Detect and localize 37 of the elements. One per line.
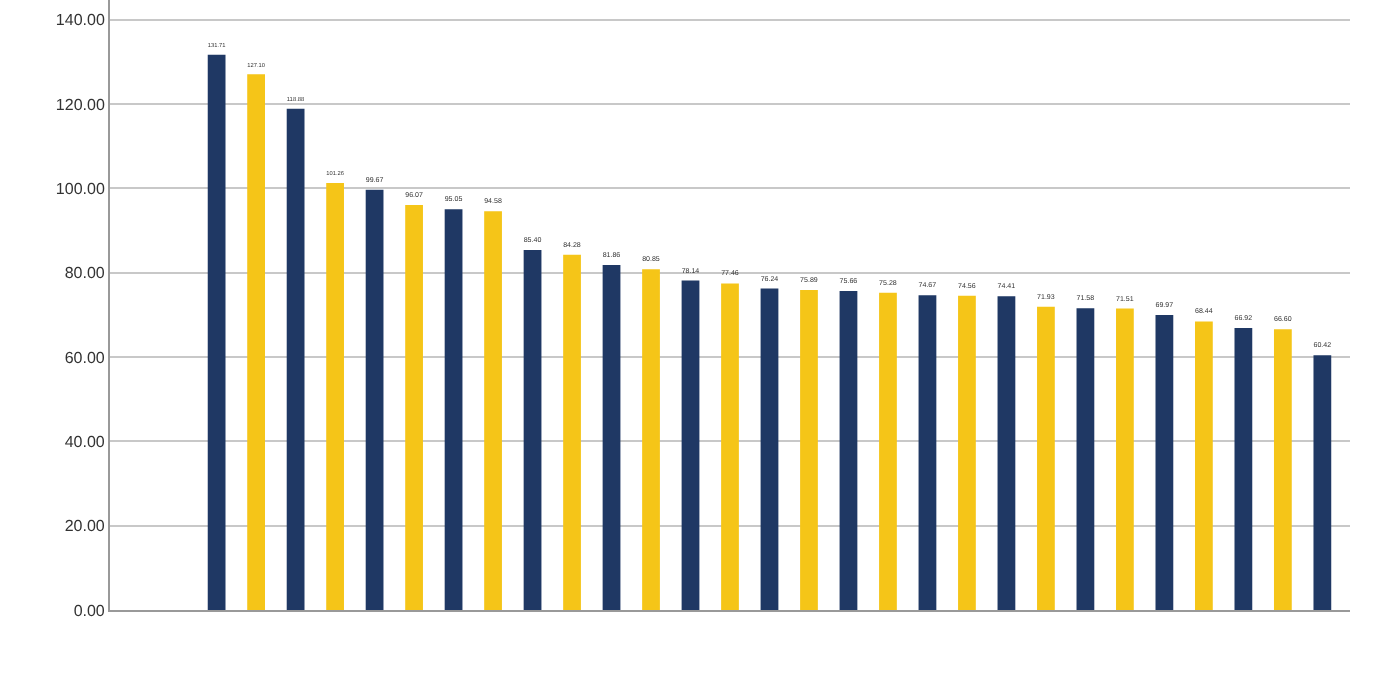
bar (879, 292, 897, 610)
bar (721, 283, 739, 610)
y-tick-label: 140.00 (55, 11, 106, 30)
bar (444, 209, 463, 610)
bar (642, 269, 660, 610)
bar (997, 296, 1016, 610)
bar (484, 211, 502, 610)
bar (1037, 306, 1055, 610)
bar (918, 295, 937, 610)
y-tick-label: 100.00 (55, 180, 106, 199)
bar (1313, 355, 1332, 610)
bar (207, 54, 226, 610)
y-tick-label: 20.00 (64, 517, 106, 536)
bar (681, 280, 700, 610)
y-tick-label: 80.00 (64, 264, 106, 283)
bar (286, 108, 305, 610)
bar (1116, 308, 1134, 610)
bar (563, 254, 581, 610)
bar (1195, 321, 1213, 610)
y-tick-label: 0.00 (73, 601, 106, 620)
bar (1076, 308, 1095, 610)
bar (326, 183, 344, 610)
bar (800, 290, 818, 610)
bar (839, 291, 858, 610)
bar (958, 295, 976, 610)
bar (523, 249, 542, 610)
bar (1155, 315, 1174, 610)
bar (760, 288, 779, 610)
bar (1234, 327, 1253, 610)
y-tick-label: 60.00 (64, 348, 106, 367)
bar (365, 189, 384, 610)
y-tick-label: 40.00 (64, 432, 106, 451)
bar (405, 205, 423, 610)
bar (247, 74, 265, 610)
bar (602, 264, 621, 610)
bar (1273, 329, 1292, 610)
y-tick-label: 120.00 (55, 95, 106, 114)
